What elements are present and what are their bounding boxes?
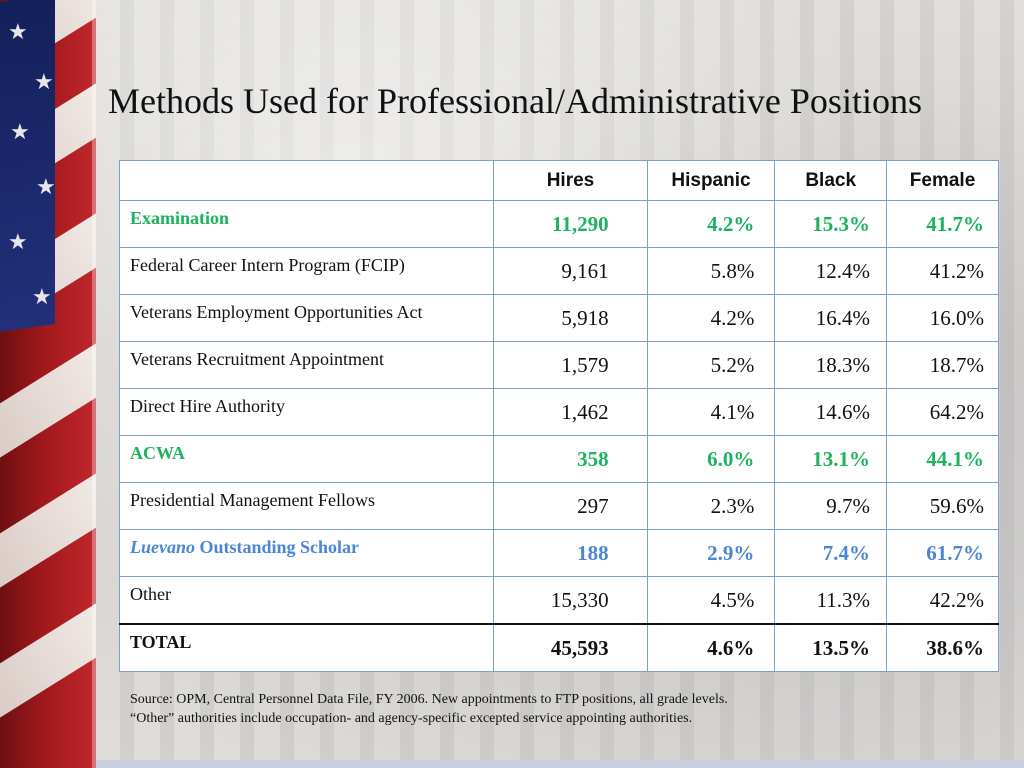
- row-label-text: Federal Career Intern Program (FCIP): [130, 255, 405, 275]
- header-hires: Hires: [493, 160, 648, 201]
- cell-hires: 9,161: [493, 247, 648, 295]
- row-label: Veterans Recruitment Appointment: [118, 341, 495, 389]
- cell-hires: 1,462: [493, 388, 648, 436]
- cell-female: 42.2%: [886, 576, 999, 625]
- flag-stripe: [0, 468, 96, 593]
- cell-hispanic: 6.0%: [646, 435, 776, 483]
- header-black: Black: [774, 160, 888, 201]
- page-title: Methods Used for Professional/Administra…: [108, 81, 922, 121]
- cell-black: 9.7%: [774, 482, 888, 530]
- header-hispanic: Hispanic: [646, 160, 776, 201]
- cell-black: 14.6%: [774, 388, 888, 436]
- star-icon: ★: [34, 70, 54, 95]
- row-label-text: Outstanding Scholar: [195, 537, 360, 557]
- cell-black: 16.4%: [774, 294, 888, 342]
- table-row: Other 15,330 4.5% 11.3% 42.2%: [118, 576, 999, 625]
- row-label-text: Veterans Recruitment Appointment: [130, 349, 384, 369]
- cell-hires: 297: [493, 482, 648, 530]
- source-line-2: “Other” authorities include occupation- …: [130, 711, 693, 726]
- row-label: Presidential Management Fellows: [118, 482, 495, 530]
- flag-decoration: ★ ★ ★ ★ ★ ★: [0, 0, 96, 768]
- cell-hires: 15,330: [493, 576, 648, 625]
- row-label: Examination: [118, 200, 495, 248]
- star-icon: ★: [8, 20, 28, 45]
- cell-hires: 5,918: [493, 294, 648, 342]
- cell-black: 13.5%: [774, 623, 888, 672]
- cell-female: 44.1%: [886, 435, 999, 483]
- cell-female: 16.0%: [886, 294, 999, 342]
- cell-hispanic: 4.6%: [646, 623, 776, 672]
- cell-hispanic: 2.3%: [646, 482, 776, 530]
- row-label: ACWA: [118, 435, 495, 483]
- cell-black: 7.4%: [774, 529, 888, 577]
- cell-hispanic: 4.1%: [646, 388, 776, 436]
- header-female: Female: [886, 160, 999, 201]
- star-icon: ★: [32, 285, 52, 310]
- row-label-text: Veterans Employment Opportunities Act: [130, 302, 423, 322]
- cell-hispanic: 4.2%: [646, 294, 776, 342]
- table-row: Luevano Outstanding Scholar 188 2.9% 7.4% 61…: [118, 529, 999, 577]
- star-icon: ★: [36, 175, 56, 200]
- star-icon: ★: [10, 120, 30, 145]
- cell-hispanic: 4.5%: [646, 576, 776, 625]
- row-label-text: ACWA: [130, 443, 186, 463]
- table-row: Examination 11,290 4.2% 15.3% 41.7%: [118, 200, 999, 248]
- row-label: Direct Hire Authority: [118, 388, 495, 436]
- row-label-text: Direct Hire Authority: [130, 396, 285, 416]
- table-row: Direct Hire Authority 1,462 4.1% 14.6% 64.2%: [118, 388, 999, 436]
- cell-female: 41.2%: [886, 247, 999, 295]
- table-row: Veterans Employment Opportunities Act 5,9…: [118, 294, 999, 342]
- header-label-column: [118, 160, 495, 201]
- source-line-1: Source: OPM, Central Personnel Data File…: [130, 692, 728, 707]
- table-row: Veterans Recruitment Appointment 1,579 5.2…: [118, 341, 999, 389]
- star-icon: ★: [8, 230, 28, 255]
- cell-hispanic: 5.2%: [646, 341, 776, 389]
- table-row: ACWA 358 6.0% 13.1% 44.1%: [118, 435, 999, 483]
- row-label-italic: Luevano: [130, 537, 195, 557]
- cell-hispanic: 5.8%: [646, 247, 776, 295]
- flag-edge: [92, 0, 96, 768]
- cell-female: 41.7%: [886, 200, 999, 248]
- table-row: Presidential Management Fellows 297 2.3% 9.…: [118, 482, 999, 530]
- cell-black: 15.3%: [774, 200, 888, 248]
- row-label-text: TOTAL: [130, 632, 192, 652]
- cell-black: 11.3%: [774, 576, 888, 625]
- flag-stripe: [0, 338, 96, 463]
- table-row: TOTAL 45,593 4.6% 13.5% 38.6%: [118, 623, 999, 672]
- row-label-text: Examination: [130, 208, 230, 228]
- hiring-methods-table: Hires Hispanic Black Female Examination 1…: [118, 160, 999, 672]
- cell-hires: 188: [493, 529, 648, 577]
- cell-black: 12.4%: [774, 247, 888, 295]
- cell-hispanic: 2.9%: [646, 529, 776, 577]
- cell-female: 61.7%: [886, 529, 999, 577]
- cell-hires: 1,579: [493, 341, 648, 389]
- row-label: Federal Career Intern Program (FCIP): [118, 247, 495, 295]
- row-label: Other: [118, 576, 495, 625]
- cell-female: 64.2%: [886, 388, 999, 436]
- source-note: Source: OPM, Central Personnel Data File…: [130, 690, 1010, 728]
- cell-black: 18.3%: [774, 341, 888, 389]
- cell-hires: 45,593: [493, 623, 648, 672]
- flag-stripe: [0, 598, 96, 723]
- row-label: Veterans Employment Opportunities Act: [118, 294, 495, 342]
- table-row: Federal Career Intern Program (FCIP) 9,16…: [118, 247, 999, 295]
- row-label-text: Other: [130, 584, 171, 604]
- cell-female: 59.6%: [886, 482, 999, 530]
- row-label: Luevano Outstanding Scholar: [118, 529, 495, 577]
- cell-black: 13.1%: [774, 435, 888, 483]
- cell-female: 38.6%: [886, 623, 999, 672]
- row-label-text: Presidential Management Fellows: [130, 490, 375, 510]
- cell-hispanic: 4.2%: [646, 200, 776, 248]
- table-header-row: Hires Hispanic Black Female: [118, 160, 999, 201]
- row-label: TOTAL: [118, 623, 495, 672]
- cell-hires: 358: [493, 435, 648, 483]
- cell-hires: 11,290: [493, 200, 648, 248]
- bottom-strip: [0, 760, 1024, 768]
- cell-female: 18.7%: [886, 341, 999, 389]
